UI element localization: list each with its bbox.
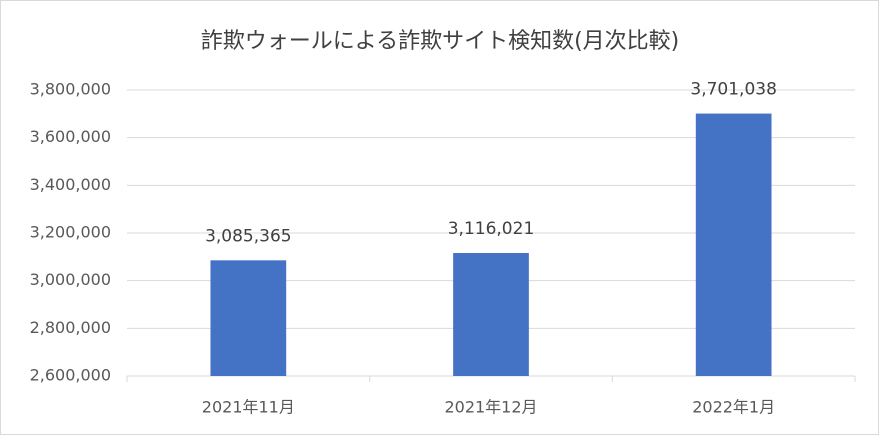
- chart-title: 詐欺ウォールによる詐欺サイト検知数(月次比較): [201, 29, 680, 54]
- y-tick-label: 2,800,000: [30, 318, 111, 337]
- bar: [210, 260, 287, 376]
- y-tick-label: 3,600,000: [30, 127, 111, 146]
- x-tick-label: 2021年11月: [202, 398, 295, 417]
- y-tick-label: 3,400,000: [30, 175, 111, 194]
- x-tick-label: 2021年12月: [444, 398, 537, 417]
- data-label: 3,085,365: [205, 226, 292, 246]
- data-label: 3,701,038: [690, 80, 777, 100]
- y-tick-label: 3,200,000: [30, 223, 111, 242]
- y-tick-label: 2,600,000: [30, 366, 111, 385]
- bar: [695, 113, 772, 377]
- x-tick-label: 2022年1月: [692, 398, 775, 417]
- y-tick-label: 3,800,000: [30, 80, 111, 99]
- y-tick-label: 3,000,000: [30, 270, 111, 289]
- data-label: 3,116,021: [448, 219, 535, 239]
- bar: [453, 253, 529, 376]
